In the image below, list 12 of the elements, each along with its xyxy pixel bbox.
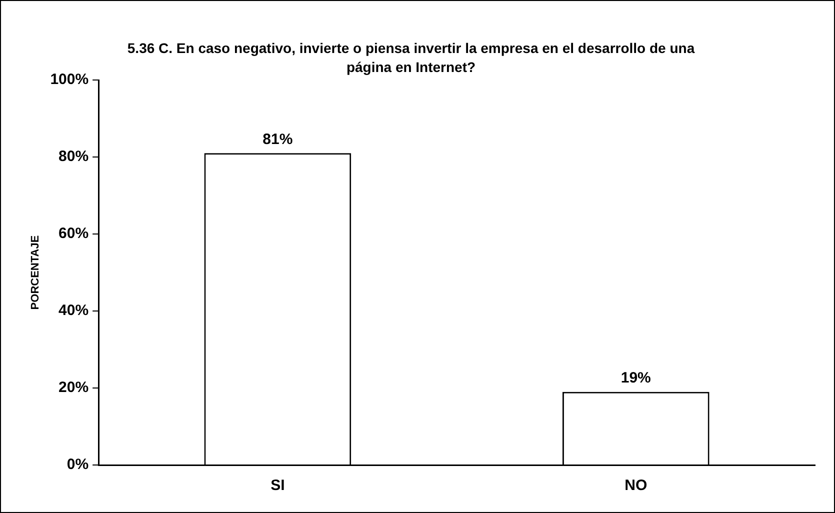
y-axis-title: PORCENTAJE <box>30 235 42 310</box>
data-label: 19% <box>620 369 651 386</box>
x-tick-label: NO <box>624 477 648 494</box>
y-tick-label: 100% <box>50 71 89 88</box>
y-tick-label: 0% <box>66 456 89 474</box>
y-tick-label: 60% <box>58 225 89 242</box>
y-tick-label: 40% <box>58 302 89 320</box>
y-tick-label: 80% <box>58 148 89 166</box>
data-label: 81% <box>262 130 293 148</box>
x-tick-label: SI <box>270 477 285 494</box>
y-tick-label: 20% <box>58 379 89 396</box>
chart-title: 5.36 C. En caso negativo, invierte o piensa invertir la empresa en el desarrollo de una página en Internet? <box>126 39 696 77</box>
